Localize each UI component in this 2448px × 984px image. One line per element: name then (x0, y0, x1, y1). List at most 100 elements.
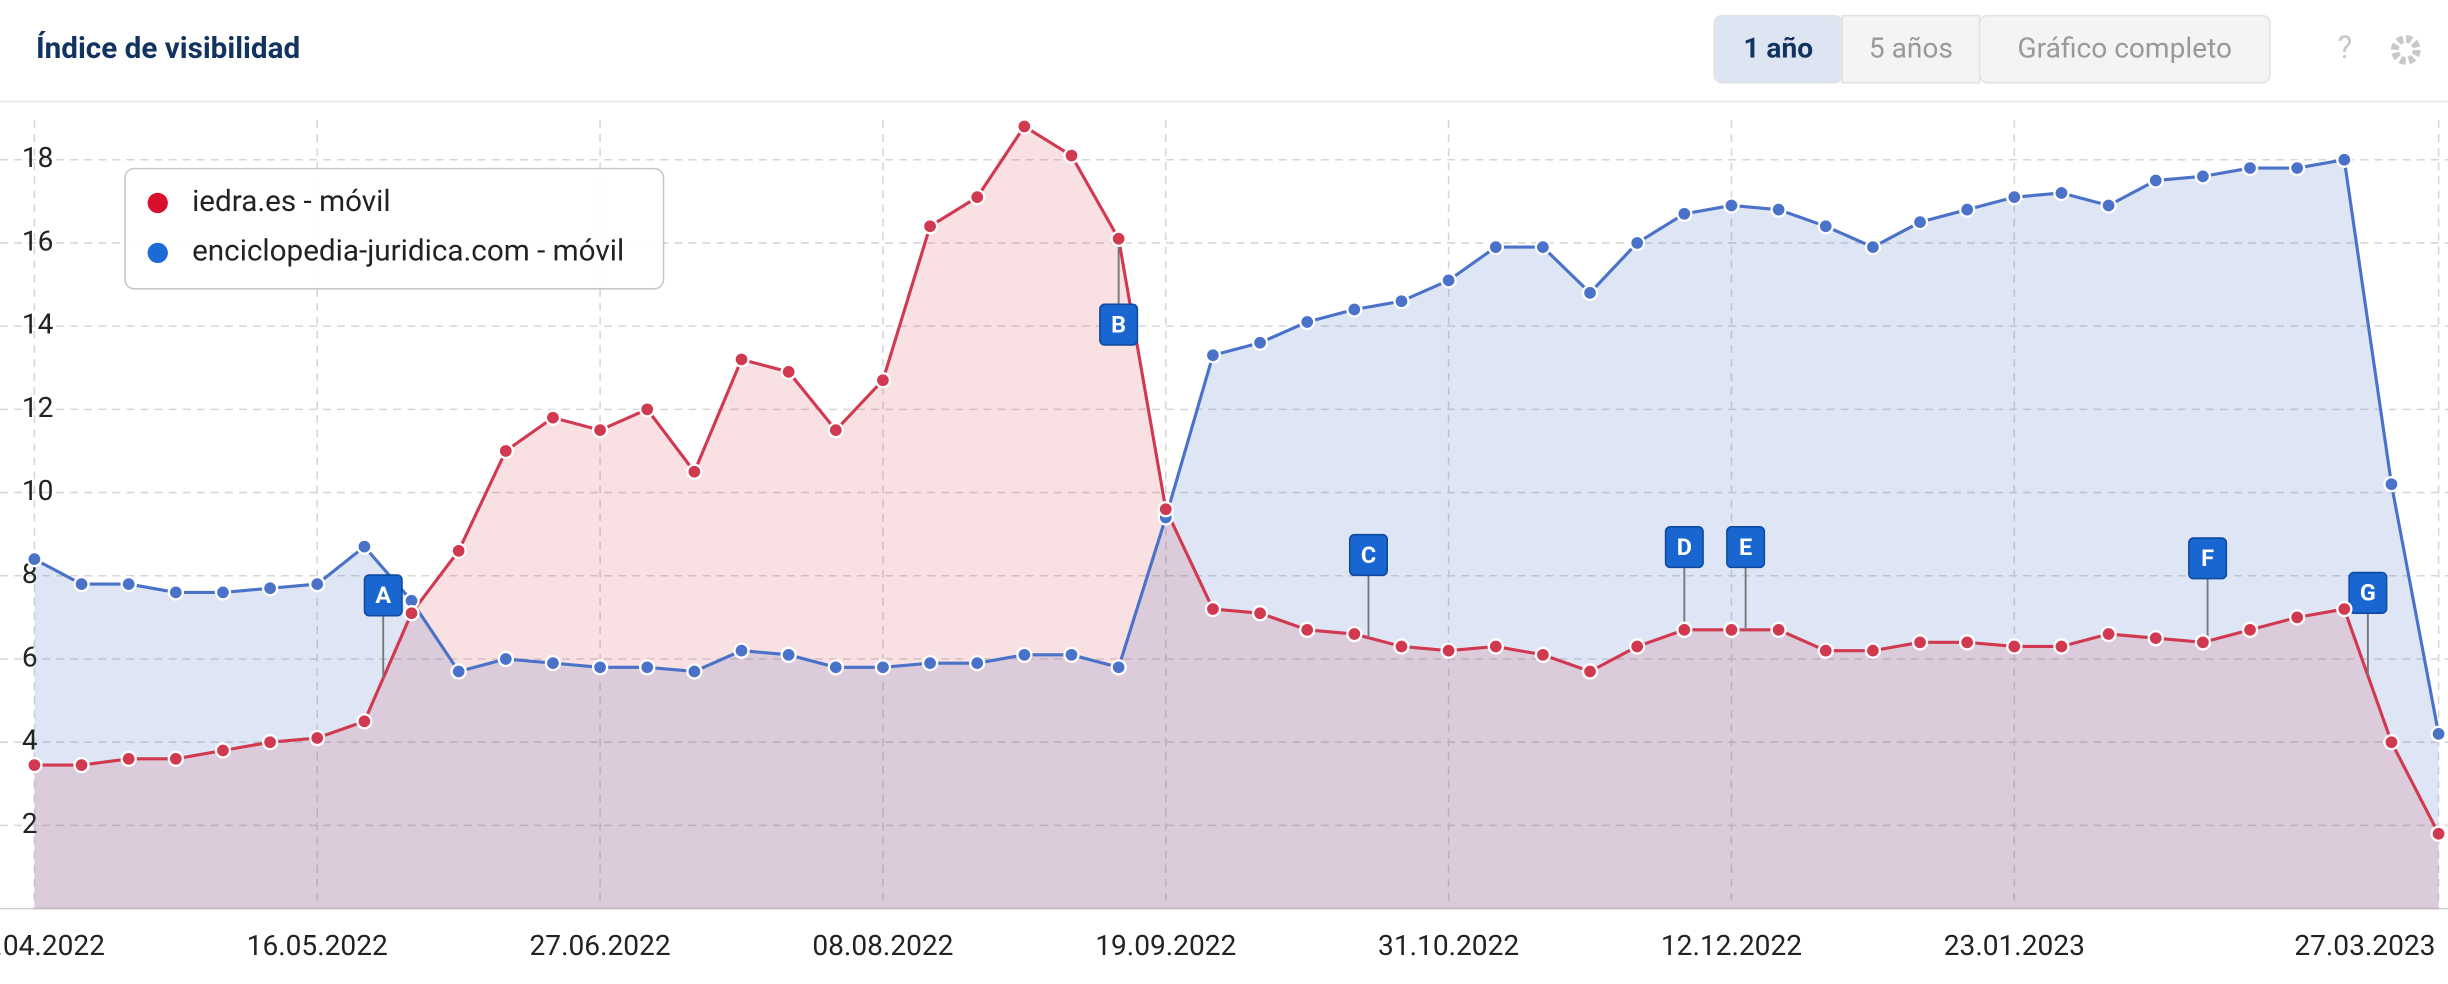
data-point (2288, 159, 2306, 177)
data-point (1958, 634, 1976, 651)
series-area (34, 126, 2439, 909)
data-point (1770, 621, 1787, 639)
data-point (733, 351, 750, 368)
event-marker[interactable] (1099, 303, 1139, 346)
x-tick-label: 08.08.2022 (812, 929, 953, 962)
data-point (874, 659, 892, 676)
data-point (1911, 634, 1929, 651)
data-point (1628, 638, 1646, 655)
data-point (921, 654, 939, 672)
data-point (1676, 621, 1693, 639)
data-point (1063, 147, 1080, 164)
range-button-label[interactable]: 5 años (1869, 31, 1953, 64)
event-marker[interactable] (363, 574, 403, 617)
data-point (167, 750, 185, 768)
data-point (969, 188, 986, 206)
data-point (2100, 197, 2117, 214)
data-point (2336, 600, 2353, 618)
data-point (450, 663, 467, 680)
data-point (2006, 638, 2023, 655)
widget-title: Índice de visibilidad (36, 31, 300, 66)
data-point (1110, 230, 1127, 247)
data-point (1864, 642, 1882, 659)
data-point (1204, 347, 1222, 364)
data-point (497, 650, 515, 668)
data-point (1676, 205, 1693, 223)
event-marker[interactable] (2348, 571, 2388, 614)
data-point (1299, 621, 1316, 639)
x-tick-label: 27.06.2022 (530, 929, 671, 962)
data-point (1016, 118, 1033, 135)
x-tick-label: 31.10.2022 (1378, 929, 1519, 962)
data-point (1251, 605, 1269, 622)
data-point (214, 584, 232, 601)
range-button[interactable] (1978, 14, 2271, 84)
data-point (1911, 213, 1929, 231)
data-point (1817, 642, 1834, 659)
data-point (544, 654, 562, 672)
y-tick-label: 2 (22, 807, 38, 840)
event-label[interactable]: E (1739, 533, 1752, 561)
data-point (167, 584, 185, 601)
x-tick-label: 12.12.2022 (1661, 929, 1802, 962)
series-line (33, 157, 2441, 735)
data-point (73, 575, 90, 593)
event-label[interactable]: D (1677, 533, 1692, 561)
data-point (1251, 334, 1269, 351)
data-point (780, 646, 797, 664)
event-marker[interactable] (1726, 526, 1766, 569)
event-label[interactable]: A (375, 581, 391, 609)
data-point (450, 542, 467, 559)
y-tick-label: 18 (22, 141, 54, 174)
data-point (1393, 292, 1410, 310)
y-tick-label: 4 (22, 724, 38, 757)
range-button[interactable] (1841, 14, 1981, 84)
data-point (1063, 646, 1080, 664)
series-area (34, 159, 2439, 909)
x-tick-label: 04.04.2022 (0, 929, 105, 962)
data-point (356, 713, 373, 730)
data-point (1393, 638, 1410, 655)
range-button-label[interactable]: 1 año (1743, 31, 1813, 64)
data-point (2194, 168, 2212, 185)
data-point (261, 580, 279, 597)
data-point (1487, 638, 1504, 655)
event-marker[interactable] (1664, 526, 1704, 569)
data-point (2006, 188, 2023, 206)
y-tick-label: 14 (22, 308, 54, 341)
event-label[interactable]: C (1361, 541, 1376, 569)
range-button-label[interactable]: Gráfico completo (2018, 31, 2232, 64)
y-tick-label: 6 (22, 640, 38, 673)
data-point (1581, 663, 1599, 680)
data-point (2241, 621, 2259, 639)
event-marker[interactable] (1348, 533, 1388, 577)
data-point (1723, 197, 1740, 214)
data-point (591, 421, 609, 439)
data-point (733, 642, 750, 659)
data-point (827, 659, 844, 676)
data-point (1864, 238, 1882, 256)
data-point (544, 409, 562, 426)
event-label[interactable]: F (2201, 544, 2214, 572)
data-point (1534, 238, 1552, 256)
data-point (639, 401, 656, 418)
x-tick-label: 23.01.2023 (1944, 929, 2085, 962)
event-label[interactable]: G (2360, 579, 2376, 607)
event-label[interactable]: B (1111, 310, 1126, 338)
data-point (1581, 284, 1599, 302)
help-icon[interactable]: ? (2338, 29, 2353, 66)
data-point (1628, 234, 1646, 252)
event-marker[interactable] (2188, 537, 2228, 580)
data-point (1157, 501, 1174, 518)
data-point (2383, 476, 2400, 493)
data-point (2336, 151, 2353, 168)
data-point (1346, 301, 1363, 318)
data-point (2147, 172, 2164, 189)
data-point (1440, 642, 1457, 659)
data-point (639, 659, 656, 676)
data-point (1204, 600, 1222, 618)
settings-icon[interactable] (2390, 35, 2421, 65)
legend-label: iedra.es - móvil (192, 184, 391, 219)
data-point (403, 605, 420, 622)
